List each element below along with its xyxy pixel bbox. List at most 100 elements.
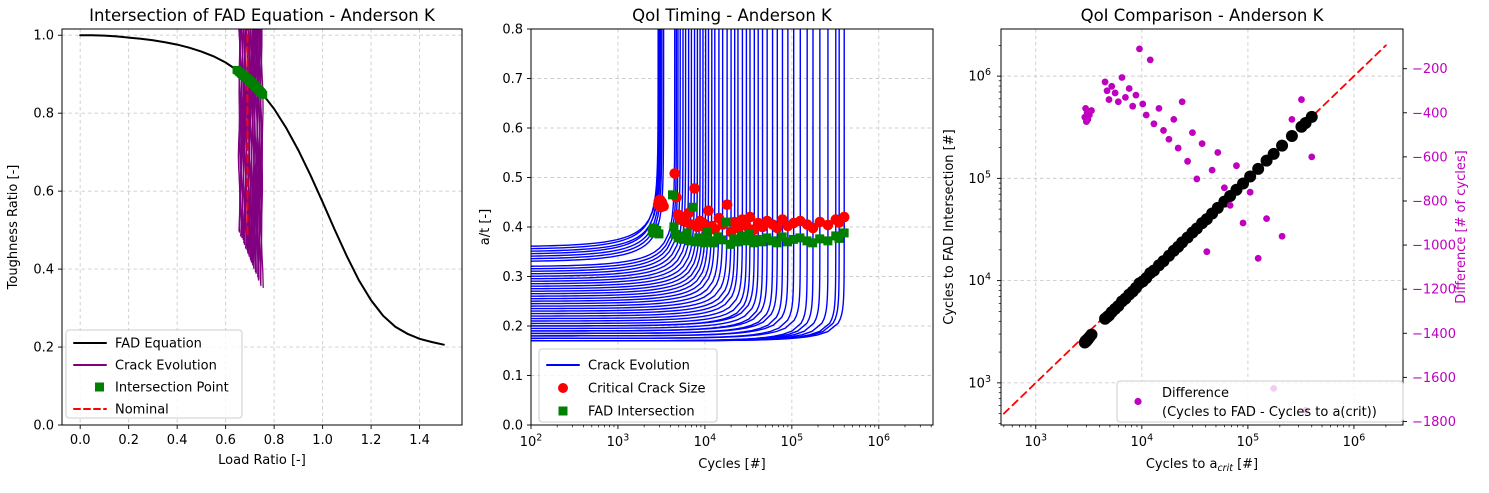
difference-point [1105, 96, 1113, 103]
legend-label: (Cycles to FAD - Cycles to a(crit)) [1162, 405, 1377, 420]
difference-point [1203, 248, 1211, 256]
fad-intersection-markers [647, 190, 849, 249]
tick-label: 0.0 [70, 433, 91, 448]
difference-point [1189, 129, 1196, 137]
critical-crack-marker [771, 222, 783, 234]
crack-evolution-curve [531, 29, 744, 322]
legend-label: Nominal [115, 403, 169, 418]
crack-evolution-curve [531, 29, 665, 262]
fad-intersection-marker [834, 233, 844, 243]
tick-label: 1.4 [409, 433, 430, 448]
critical-crack-marker [833, 217, 845, 228]
x-axis-label: Cycles [#] [698, 457, 765, 472]
difference-point [1308, 153, 1316, 161]
crack-growth-curves [531, 29, 845, 342]
critical-crack-marker [807, 222, 819, 234]
legend-label: Crack Evolution [588, 359, 690, 374]
log-tick-label: 103 [607, 433, 630, 451]
tick-label: 0.0 [502, 419, 523, 434]
difference-point [1160, 127, 1167, 134]
crack-evolution-curve [531, 29, 699, 290]
fad-intersection-marker [795, 233, 805, 243]
fad-intersection-marker [762, 233, 772, 243]
tick-label: 1.0 [312, 433, 333, 448]
crack-evolution-curve [531, 29, 661, 252]
legend-label: FAD Intersection [588, 405, 695, 420]
critical-crack-marker [658, 200, 669, 212]
crack-evolution-curve [531, 29, 748, 325]
tick-label: 0.4 [33, 263, 54, 278]
y2-tick-label: −400 [1412, 106, 1448, 121]
crack-evolution-line [258, 29, 262, 282]
fad-intersection-marker [737, 231, 747, 241]
legend-box [1116, 380, 1404, 423]
fad-intersection-marker [744, 229, 754, 239]
fad-intersection-marker [699, 238, 709, 248]
legend-label: Difference [1162, 386, 1229, 401]
y2-tick-label: −200 [1412, 62, 1448, 77]
tick-label: 0.4 [167, 433, 188, 448]
crack-evolution-curve [531, 29, 720, 307]
log-tick-label: 106 [968, 67, 991, 85]
fad-intersection-marker [732, 237, 742, 247]
crack-evolution-curve [531, 29, 704, 295]
intersection-points [232, 65, 268, 99]
difference-point [1136, 45, 1143, 53]
y2-tick-label: −1800 [1412, 415, 1456, 430]
log-tick-label: 106 [1343, 433, 1366, 451]
log-tick-label: 104 [694, 433, 717, 451]
crack-evolution-curve [531, 29, 801, 340]
y-axis-label: Cycles to FAD Intersection [#] [942, 129, 957, 324]
difference-point [1165, 135, 1173, 143]
crack-evolution-curve [531, 29, 707, 297]
crack-evolution-curve [531, 29, 732, 315]
legend-box [538, 348, 718, 423]
comparison-point [1285, 130, 1298, 143]
log-tick-label: 103 [968, 374, 991, 392]
critical-crack-marker [689, 183, 700, 194]
ticks: 0.0 0.2 0.4 0.6 0.8 1.0 1.2 1.4 0.0 0.2 0.4 0.6 0.8 1… [33, 29, 430, 448]
legend-timing: Crack Evolution Critical Crack Size FAD In… [538, 348, 718, 423]
ticks: 103 104 105 106 103 104 105 106 −200 −400 −600 −800… [968, 44, 1456, 451]
crack-evolution-curve [531, 29, 679, 272]
tick-label: 0.6 [33, 185, 54, 200]
crack-evolution-curve [531, 29, 681, 275]
tick-label: 0.4 [502, 221, 523, 236]
difference-point [1254, 254, 1262, 262]
fad-intersection-marker [767, 236, 777, 246]
y2-tick-label: −1200 [1412, 283, 1456, 298]
tick-label: 0.1 [502, 369, 523, 384]
difference-point [1150, 120, 1158, 128]
fad-intersection-marker [678, 234, 688, 244]
fad-intersection-marker [757, 237, 767, 247]
grid [1001, 29, 1403, 425]
difference-point [1288, 116, 1296, 123]
fad-intersection-marker [782, 237, 792, 247]
critical-crack-marker [814, 216, 826, 228]
fad-intersection-marker [688, 202, 698, 212]
y2-tick-label: −600 [1412, 150, 1448, 165]
tick-label: 0.3 [502, 270, 523, 285]
crack-evolution-curve [531, 29, 789, 337]
crack-evolution-curve [531, 29, 701, 292]
x-axis-label: Cycles to acrit [#] [1146, 457, 1258, 474]
y-axis-label: a/t [-] [478, 209, 493, 245]
crack-evolution-curve [531, 29, 696, 287]
crack-evolution-curve [531, 29, 684, 277]
difference-point [1101, 78, 1109, 86]
critical-crack-marker [669, 168, 681, 179]
tick-label: 0.5 [502, 171, 523, 186]
fad-intersection-marker [815, 234, 825, 244]
crack-evolution-curve [531, 29, 728, 312]
legend-marker [1134, 397, 1142, 406]
difference-point [1174, 144, 1182, 152]
difference-point [1125, 85, 1133, 92]
fad-intersection-marker [702, 227, 712, 237]
log-tick-label: 103 [1024, 433, 1047, 451]
y2-tick-label: −1000 [1412, 239, 1456, 254]
difference-point [1114, 98, 1122, 106]
crack-evolution-line [252, 29, 256, 268]
critical-crack-marker [732, 222, 744, 234]
comparison-point [1244, 170, 1257, 183]
tick-label: 0.6 [215, 433, 236, 448]
